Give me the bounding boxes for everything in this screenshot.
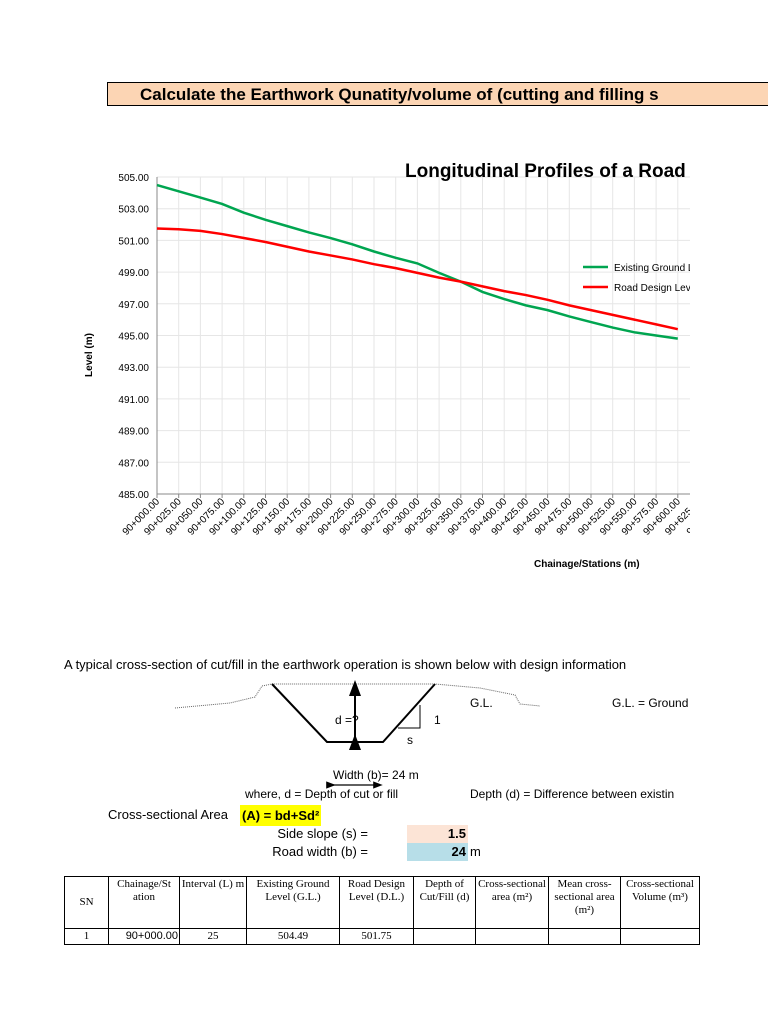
slope-value-cell[interactable]: 1.5 — [407, 825, 468, 843]
y-tick-label: 487.00 — [118, 458, 149, 469]
y-tick-label: 503.00 — [118, 205, 149, 216]
where-text: where, d = Depth of cut or fill — [245, 787, 399, 801]
col-sn: SN — [64, 876, 109, 929]
y-axis-title: Level (m) — [84, 333, 95, 377]
cell[interactable] — [475, 928, 549, 945]
chart-svg: 90+000.0090+025.0090+050.0090+075.0090+1… — [84, 161, 690, 570]
gl-definition: G.L. = Ground — [612, 696, 689, 710]
chart-title: Longitudinal Profiles of a Road — [405, 161, 686, 182]
cell[interactable] — [413, 928, 476, 945]
earthwork-table: SN Chainage/St ation Interval (L) m Exis… — [64, 876, 700, 945]
y-tick-label: 505.00 — [118, 173, 149, 184]
cell[interactable]: 90+000.00 — [108, 928, 180, 945]
area-label: Cross-sectional Area — [108, 807, 228, 822]
series-line-1 — [156, 227, 679, 331]
col-ground-level: Existing Ground Level (G.L.) — [246, 876, 340, 929]
cell[interactable]: 25 — [179, 928, 247, 945]
y-tick-label: 497.00 — [118, 300, 149, 311]
series-line-0 — [156, 183, 678, 340]
slope-label: Side slope (s) = — [277, 826, 368, 841]
table-header-row: SN Chainage/St ation Interval (L) m Exis… — [64, 876, 700, 929]
gl-label: G.L. — [470, 696, 493, 710]
slope-rise-label: 1 — [434, 713, 441, 727]
cell[interactable]: 1 — [64, 928, 109, 945]
col-depth: Depth of Cut/Fill (d) — [413, 876, 476, 929]
col-mean-area: Mean cross-sectional area (m²) — [548, 876, 621, 929]
cell[interactable] — [548, 928, 621, 945]
y-tick-label: 493.00 — [118, 363, 149, 374]
y-tick-label: 489.00 — [118, 427, 149, 438]
col-volume: Cross-sectional Volume (m³) — [620, 876, 700, 929]
slope-run-label: s — [407, 733, 413, 747]
col-interval: Interval (L) m — [179, 876, 247, 929]
legend-label: Existing Ground Level — [614, 263, 690, 274]
width-label: Road width (b) = — [272, 844, 368, 859]
width-unit: m — [470, 844, 481, 859]
y-tick-label: 501.00 — [118, 236, 149, 247]
legend-label: Road Design Level — [614, 283, 690, 294]
page-title: Calculate the Earthwork Qunatity/volume … — [107, 82, 768, 106]
area-formula: (A) = bd+Sd² — [240, 805, 322, 826]
longitudinal-profile-chart: 90+000.00 90+025.00 90+050.00 90+075.00 90+1… — [0, 140, 690, 590]
cell[interactable]: 501.75 — [339, 928, 414, 945]
depth-definition: Depth (d) = Difference between existin — [470, 787, 675, 801]
x-axis-title: Chainage/Stations (m) — [534, 559, 640, 570]
col-chainage: Chainage/St ation — [108, 876, 180, 929]
y-tick-label: 495.00 — [118, 332, 149, 343]
y-tick-label: 485.00 — [118, 490, 149, 501]
width-caption: Width (b)= 24 m — [333, 768, 419, 782]
depth-label: d =? — [335, 713, 359, 727]
y-tick-label: 499.00 — [118, 268, 149, 279]
y-tick-label: 491.00 — [118, 395, 149, 406]
slope-triangle — [398, 705, 421, 729]
cell[interactable] — [620, 928, 700, 945]
ground-line — [174, 683, 541, 709]
width-value-cell[interactable]: 24 — [407, 843, 468, 861]
section-intro: A typical cross-section of cut/fill in t… — [64, 657, 627, 672]
col-area: Cross-sectional area (m²) — [475, 876, 549, 929]
table-row: 1 90+000.00 25 504.49 501.75 — [64, 928, 700, 945]
cell[interactable]: 504.49 — [246, 928, 340, 945]
col-design-level: Road Design Level (D.L.) — [339, 876, 414, 929]
